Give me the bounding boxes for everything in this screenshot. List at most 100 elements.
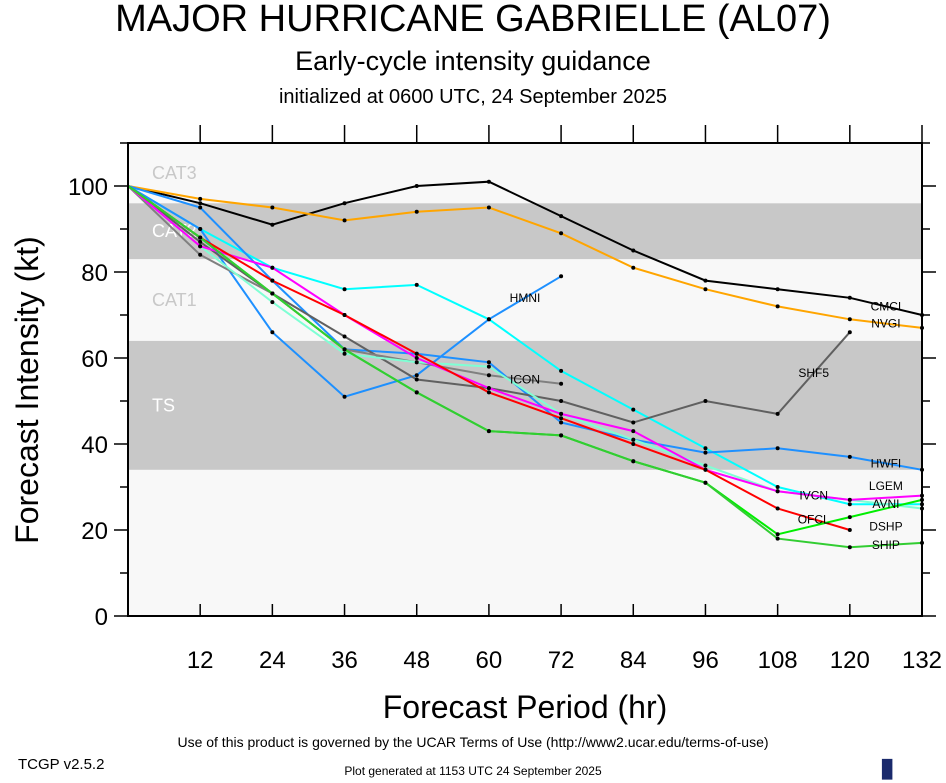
data-point — [198, 252, 203, 257]
data-point — [342, 334, 347, 339]
band-cat2 — [128, 203, 922, 260]
chart-subtitle: Early-cycle intensity guidance — [295, 46, 651, 76]
data-point — [775, 287, 780, 292]
series-label: SHF5 — [798, 366, 829, 380]
data-point — [342, 347, 347, 352]
data-point — [631, 265, 636, 270]
data-point — [414, 356, 419, 360]
data-point — [631, 407, 636, 412]
data-point — [559, 214, 564, 219]
data-point — [270, 291, 275, 296]
data-point — [342, 201, 347, 206]
data-point — [775, 489, 780, 494]
data-point — [342, 313, 347, 317]
data-point — [270, 265, 275, 270]
data-point — [198, 244, 203, 249]
data-point — [342, 351, 347, 356]
data-point — [559, 381, 564, 386]
data-point — [414, 373, 419, 378]
band-cat3 — [128, 143, 922, 204]
data-point — [847, 330, 852, 335]
data-point — [847, 454, 852, 459]
data-point — [703, 399, 708, 403]
y-tick-label: 40 — [81, 432, 108, 459]
data-point — [486, 429, 491, 434]
data-point — [631, 248, 636, 253]
series-line-hwfi — [127, 185, 923, 471]
data-point — [414, 184, 419, 188]
data-point — [414, 390, 419, 395]
data-point — [775, 304, 780, 309]
series-label: AVNI — [872, 497, 899, 511]
x-tick-label: 12 — [187, 647, 214, 674]
series-line-avni — [127, 185, 922, 506]
data-point — [847, 502, 852, 507]
data-point — [847, 515, 852, 520]
x-tick-label: 108 — [758, 647, 798, 674]
band-label: CAT1 — [152, 290, 197, 310]
data-point — [486, 317, 491, 322]
data-point — [486, 364, 491, 369]
plot-frame — [127, 142, 923, 617]
data-point — [342, 218, 347, 223]
series-label: CMCI — [871, 299, 902, 313]
x-tick-label: 60 — [476, 647, 503, 674]
data-point — [775, 446, 780, 451]
data-point — [486, 179, 491, 184]
data-point — [198, 227, 203, 231]
data-point — [198, 196, 203, 201]
series-label: SHIP — [872, 538, 900, 552]
data-point — [486, 386, 491, 391]
x-tick-label: 36 — [331, 647, 358, 674]
data-point — [559, 416, 564, 421]
data-point — [342, 287, 347, 292]
series-label: DSHP — [869, 520, 902, 534]
y-tick-label: 100 — [68, 174, 108, 201]
data-point — [559, 433, 564, 438]
data-point — [775, 411, 780, 416]
band-label: CAT3 — [152, 163, 197, 183]
series-label: ICON — [510, 373, 540, 387]
data-point — [270, 300, 275, 305]
data-point — [486, 390, 491, 395]
series-label: IVCN — [799, 489, 828, 503]
data-point — [198, 201, 203, 206]
x-tick-label: 24 — [259, 647, 286, 674]
x-tick-label: 72 — [548, 647, 575, 674]
data-point — [198, 205, 203, 210]
data-point — [559, 368, 564, 373]
data-point — [486, 360, 491, 365]
x-tick-label: 120 — [830, 647, 870, 674]
data-point — [631, 437, 636, 442]
version-text: TCGP v2.5.2 — [18, 756, 105, 773]
data-point — [703, 287, 708, 292]
data-point — [775, 485, 780, 489]
data-point — [631, 429, 636, 434]
terms-text: Use of this product is governed by the U… — [177, 734, 769, 750]
data-point — [414, 360, 419, 365]
data-point — [198, 239, 203, 244]
data-point — [486, 205, 491, 210]
data-point — [198, 235, 203, 240]
series-label: OFCL — [798, 512, 830, 526]
x-tick-label: 48 — [403, 647, 430, 674]
series-label: NVGI — [871, 317, 900, 331]
data-point — [703, 467, 708, 472]
data-point — [703, 463, 708, 468]
x-tick-label: 84 — [620, 647, 647, 674]
data-point — [703, 446, 708, 451]
data-point — [631, 442, 636, 446]
data-point — [775, 536, 780, 541]
init-time: initialized at 0600 UTC, 24 September 20… — [278, 86, 667, 108]
y-tick-label: 0 — [95, 604, 108, 631]
data-point — [847, 528, 852, 532]
data-point — [559, 231, 564, 236]
data-point — [703, 480, 708, 485]
series-line-cmci — [127, 180, 923, 316]
x-axis-label: Forecast Period (hr) — [383, 689, 668, 725]
y-tick-label: 80 — [81, 260, 108, 287]
x-tick-label: 132 — [902, 647, 942, 674]
data-point — [559, 411, 564, 416]
data-point — [703, 278, 708, 283]
